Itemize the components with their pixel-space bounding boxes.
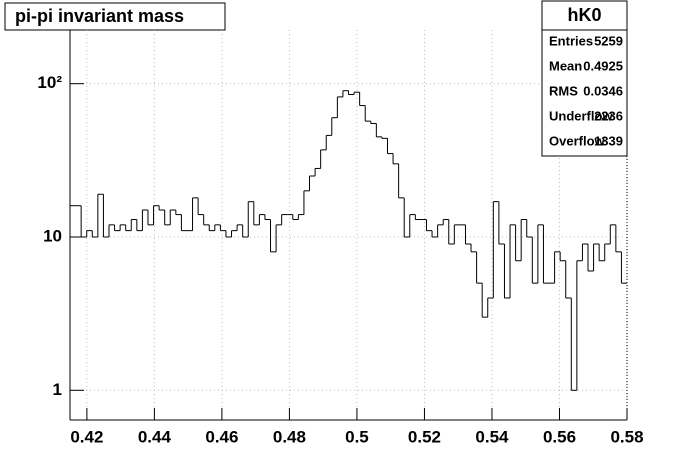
title-box [4,2,226,31]
stats-value: 5259 [594,33,623,48]
x-tick-label: 0.44 [138,427,172,446]
stats-label: Entries [549,33,593,48]
x-tick-label: 0.56 [543,427,576,446]
stats-label: Mean [549,58,582,73]
x-tick-label: 0.58 [610,427,643,446]
stats-value: 1339 [594,133,623,148]
stats-label: Overflow [549,133,606,148]
x-tick-label: 0.48 [273,427,306,446]
x-tick-label: 0.46 [205,427,238,446]
stats-title: hK0 [567,5,601,25]
x-tick-label: 0.52 [408,427,441,446]
stats-label: RMS [549,83,578,98]
stats-value: 0.0346 [583,83,623,98]
x-tick-label: 0.5 [345,427,369,446]
x-tick-label: 0.42 [70,427,103,446]
x-tick-label: 0.54 [475,427,509,446]
stats-value: 2236 [594,108,623,123]
y-tick-label: 1 [53,380,62,399]
chart-title: pi-pi invariant mass [15,6,184,26]
stats-box [541,0,628,157]
stats-value: 0.4925 [583,58,623,73]
stats-label: Underflow [549,108,613,123]
y-tick-label: 10² [37,73,62,92]
y-tick-label: 10 [43,226,62,245]
